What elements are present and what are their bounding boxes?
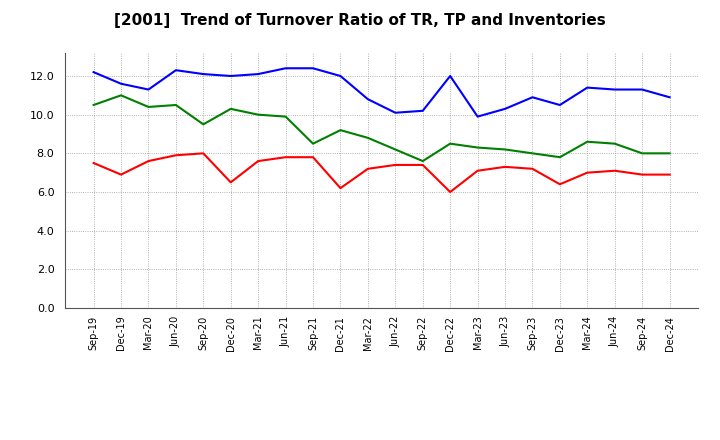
Inventories [391,147,400,152]
Trade Payables [282,66,290,71]
Inventories [117,93,125,98]
Inventories [611,141,619,147]
Trade Payables [583,85,592,90]
Inventories [254,112,263,117]
Trade Payables [117,81,125,86]
Line: Trade Payables: Trade Payables [94,68,670,117]
Trade Payables [391,110,400,115]
Trade Receivables [611,168,619,173]
Trade Payables [144,87,153,92]
Trade Receivables [282,154,290,160]
Trade Receivables [528,166,537,172]
Trade Receivables [500,164,509,169]
Inventories [528,150,537,156]
Inventories [89,103,98,108]
Trade Payables [500,106,509,111]
Trade Receivables [226,180,235,185]
Trade Payables [199,71,207,77]
Trade Payables [446,73,454,79]
Inventories [556,154,564,160]
Trade Payables [556,103,564,108]
Inventories [364,135,372,140]
Trade Payables [528,95,537,100]
Trade Receivables [144,158,153,164]
Trade Payables [336,73,345,79]
Trade Payables [364,96,372,102]
Trade Payables [418,108,427,114]
Trade Receivables [254,158,263,164]
Trade Payables [171,68,180,73]
Inventories [336,128,345,133]
Trade Payables [89,70,98,75]
Inventories [226,106,235,111]
Trade Receivables [556,182,564,187]
Line: Trade Receivables: Trade Receivables [94,153,670,192]
Trade Receivables [336,186,345,191]
Inventories [144,104,153,110]
Trade Receivables [638,172,647,177]
Trade Payables [226,73,235,79]
Inventories [418,158,427,164]
Trade Receivables [199,150,207,156]
Trade Payables [254,71,263,77]
Inventories [500,147,509,152]
Trade Receivables [473,168,482,173]
Trade Receivables [89,160,98,165]
Inventories [583,139,592,144]
Inventories [665,150,674,156]
Line: Inventories: Inventories [94,95,670,161]
Trade Receivables [446,189,454,194]
Trade Payables [665,95,674,100]
Trade Receivables [171,153,180,158]
Trade Receivables [391,162,400,168]
Inventories [309,141,318,147]
Trade Payables [611,87,619,92]
Trade Receivables [583,170,592,175]
Inventories [638,150,647,156]
Inventories [473,145,482,150]
Trade Payables [473,114,482,119]
Trade Receivables [364,166,372,172]
Inventories [171,103,180,108]
Trade Receivables [665,172,674,177]
Trade Receivables [117,172,125,177]
Trade Receivables [309,154,318,160]
Trade Receivables [418,162,427,168]
Trade Payables [638,87,647,92]
Trade Payables [309,66,318,71]
Inventories [446,141,454,147]
Inventories [199,122,207,127]
Text: [2001]  Trend of Turnover Ratio of TR, TP and Inventories: [2001] Trend of Turnover Ratio of TR, TP… [114,13,606,28]
Inventories [282,114,290,119]
